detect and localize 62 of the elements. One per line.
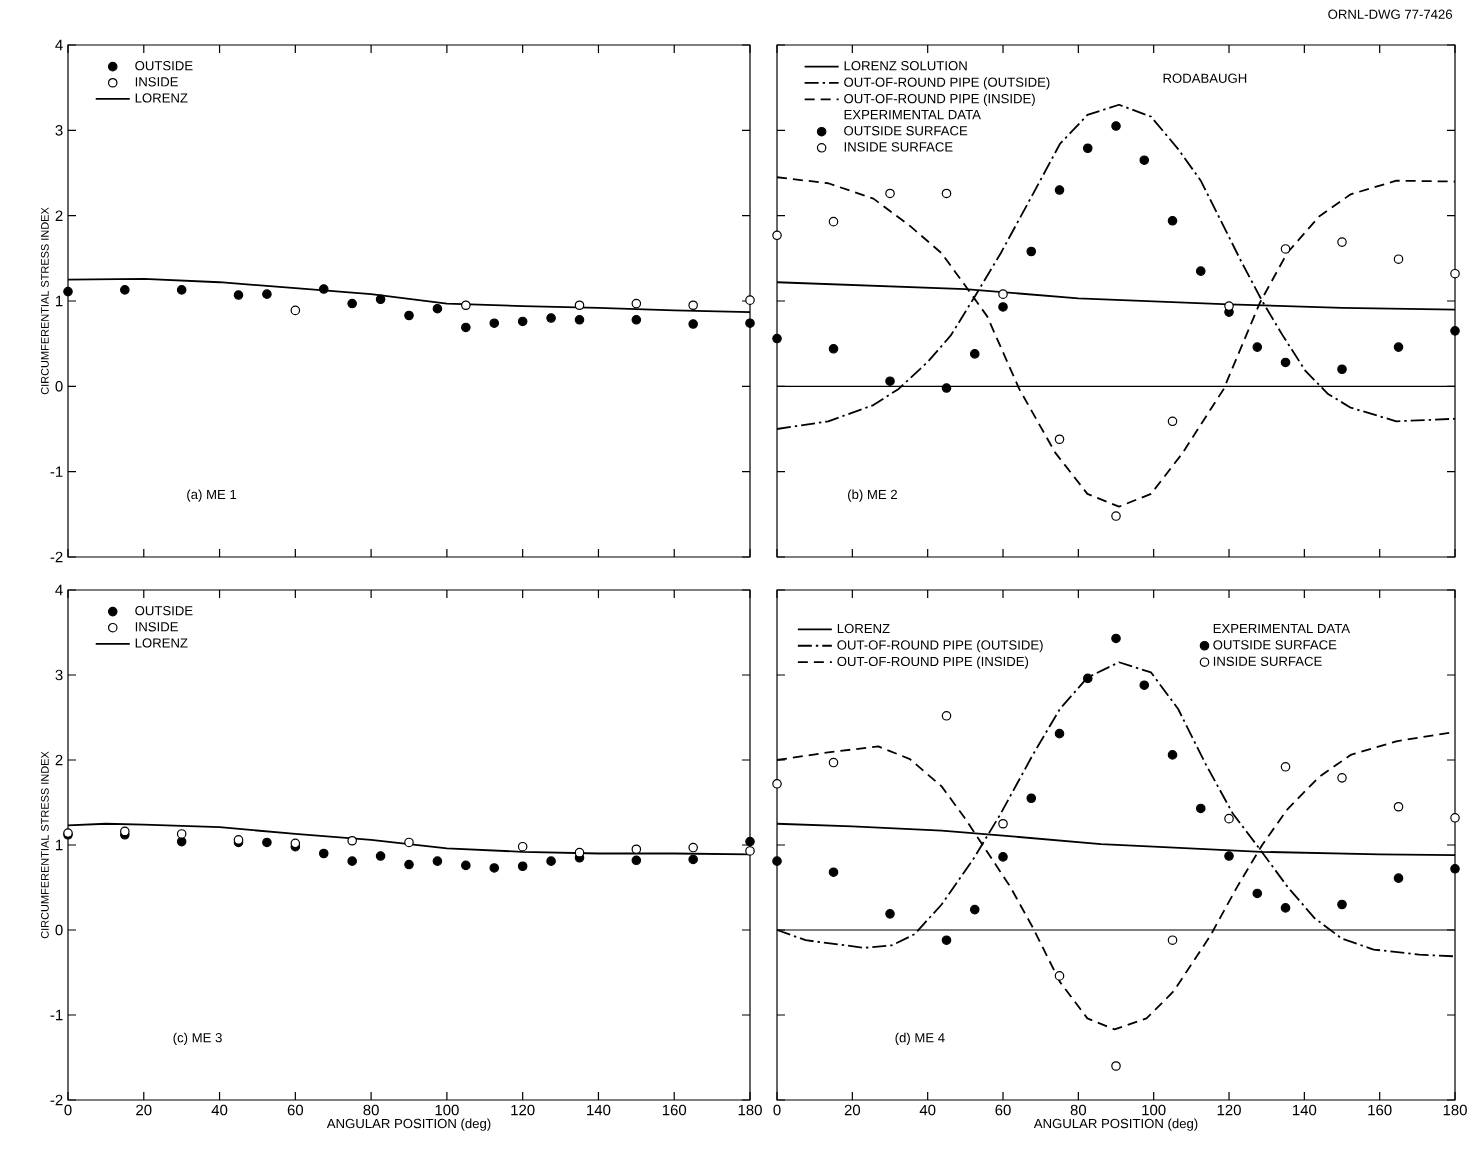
x-tick-label: 60	[287, 1104, 304, 1116]
y-tick-label: 2	[55, 754, 63, 766]
y-tick-label: -1	[50, 466, 63, 477]
text: ORNL-DWG 77-7426	[1328, 9, 1453, 19]
x-tick-label: 180	[1443, 1104, 1467, 1116]
legend-label: LORENZ	[837, 623, 890, 634]
legend-label: INSIDE	[135, 77, 178, 87]
legend-label: OUTSIDE	[135, 606, 193, 616]
legend-label: OUTSIDE	[135, 61, 193, 71]
x-axis-title: ANGULAR POSITION (deg)	[326, 1118, 491, 1131]
legend-title: EXPERIMENTAL DATA	[844, 110, 981, 120]
legend-label: INSIDE SURFACE	[844, 142, 953, 152]
annotation: RODABAUGH	[1163, 73, 1247, 83]
legend-label: OUTSIDE SURFACE	[1213, 640, 1337, 650]
x-tick-label: 40	[211, 1104, 228, 1116]
x-tick-label: 0	[64, 1104, 72, 1116]
x-tick-label: 160	[662, 1104, 687, 1116]
y-axis-title: CIRCUMFERENTIAL STRESS INDEX	[41, 751, 49, 939]
x-tick-label: 80	[1070, 1104, 1087, 1116]
y-tick-label: -2	[50, 1094, 63, 1106]
annotation: (b) ME 2	[848, 489, 897, 502]
x-tick-label: 120	[511, 1104, 535, 1116]
x-tick-label: 20	[844, 1104, 861, 1116]
x-tick-label: 20	[136, 1104, 152, 1116]
y-tick-label: 0	[55, 381, 63, 392]
y-tick-label: 0	[55, 924, 63, 936]
legend-label: OUT-OF-ROUND PIPE (OUTSIDE)	[844, 77, 1050, 90]
annotation: (d) ME 4	[895, 1032, 945, 1045]
annotation: (a) ME 1	[187, 489, 237, 502]
legend-label: OUT-OF-ROUND PIPE (INSIDE)	[837, 656, 1029, 669]
x-tick-label: 140	[587, 1104, 611, 1116]
x-tick-label: 60	[995, 1104, 1011, 1116]
y-tick-label: -2	[50, 551, 63, 563]
x-tick-label: 100	[1142, 1104, 1166, 1116]
x-tick-label: 180	[738, 1104, 762, 1116]
x-tick-label: 80	[363, 1104, 379, 1116]
annotation: (c) ME 3	[173, 1032, 222, 1045]
y-tick-label: 2	[55, 210, 63, 221]
y-axis-title: CIRCUMFERENTIAL STRESS INDEX	[41, 207, 49, 395]
legend-label: INSIDE	[135, 622, 178, 632]
legend-title: EXPERIMENTAL DATA	[1213, 623, 1351, 633]
legend-label: OUTSIDE SURFACE	[844, 126, 968, 136]
y-tick-label: 1	[56, 839, 63, 851]
y-tick-label: 3	[55, 669, 63, 681]
x-axis-title: ANGULAR POSITION (deg)	[1033, 1118, 1198, 1131]
x-tick-label: 140	[1293, 1104, 1317, 1116]
legend-label: OUT-OF-ROUND PIPE (OUTSIDE)	[837, 639, 1043, 653]
legend-label: INSIDE SURFACE	[1213, 656, 1322, 666]
legend-label: OUT-OF-ROUND PIPE (INSIDE)	[844, 93, 1035, 106]
legend-label: LORENZ	[135, 93, 188, 103]
y-tick-label: 3	[55, 125, 63, 136]
y-tick-label: 1	[56, 295, 63, 307]
x-tick-label: 160	[1368, 1104, 1392, 1116]
y-tick-label: 4	[55, 39, 63, 51]
x-tick-label: 120	[1217, 1104, 1241, 1116]
y-tick-label: -1	[50, 1009, 63, 1021]
x-tick-label: 40	[919, 1104, 936, 1116]
legend-label: LORENZ	[135, 638, 188, 648]
x-tick-label: 0	[773, 1104, 781, 1116]
legend-label: LORENZ SOLUTION	[844, 61, 967, 71]
x-tick-label: 100	[435, 1104, 459, 1116]
y-tick-label: 4	[55, 584, 63, 596]
